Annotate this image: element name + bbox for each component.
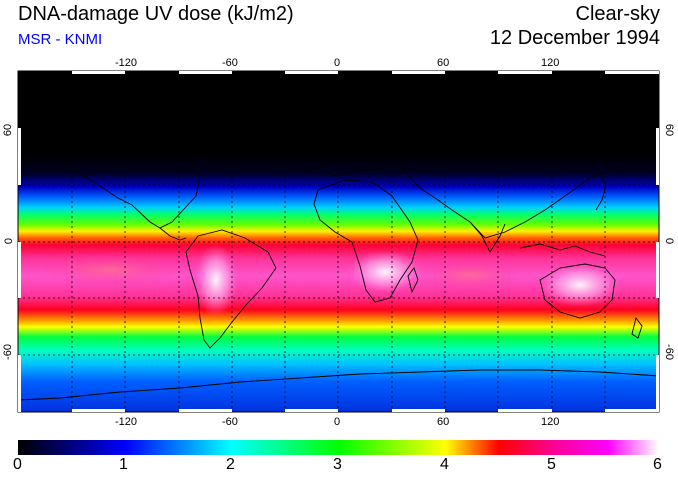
lon-tick-top: -120 (115, 57, 138, 69)
coast-indonesia (519, 243, 606, 257)
lon-tick-top: -60 (222, 57, 238, 69)
uv-field (18, 71, 659, 412)
coast-antarctica (18, 369, 659, 401)
colorbar-label: 6 (653, 456, 662, 473)
colorbar (18, 440, 659, 455)
colorbar-label: 1 (119, 456, 128, 473)
source-label: MSR - KNMI (18, 31, 103, 48)
coast-asia (397, 117, 631, 239)
south-america-hotspot (194, 244, 238, 316)
colorbar-label: 0 (13, 456, 22, 473)
coast-india (469, 221, 506, 253)
coast-australia (539, 263, 616, 319)
lon-tick-bottom: -120 (115, 416, 138, 428)
australia-hotspot (538, 263, 622, 307)
lon-tick-top: 60 (437, 57, 450, 69)
map-title: DNA-damage UV dose (kJ/m2) (18, 3, 294, 25)
coast-japan (595, 174, 607, 211)
colorbar-label: 4 (440, 456, 449, 473)
map-frame (17, 70, 660, 413)
colorbar-label: 2 (226, 456, 235, 473)
sky-condition-label: Clear-sky (575, 3, 660, 25)
coast-central-america (159, 227, 187, 241)
graticule (18, 71, 659, 412)
coast-south-america (185, 229, 277, 349)
lon-tick-bottom: 120 (541, 416, 560, 428)
coast-greenland (224, 91, 279, 149)
lon-tick-bottom: 0 (334, 416, 341, 428)
lon-tick-bottom: -60 (222, 416, 238, 428)
indian-warm-band (420, 261, 520, 289)
lon-tick-bottom: 60 (437, 416, 450, 428)
date-label: 12 December 1994 (489, 27, 660, 49)
lon-tick-top: 120 (541, 57, 560, 69)
coast-madagascar (407, 267, 419, 294)
coast-north-america (59, 127, 201, 229)
colorbar-label: 3 (333, 456, 342, 473)
pacific-warm-band (40, 254, 180, 286)
coast-new-zealand (631, 316, 643, 339)
africa-hotspot (347, 250, 423, 294)
lon-tick-top: 0 (334, 57, 341, 69)
colorbar-label: 5 (547, 456, 556, 473)
